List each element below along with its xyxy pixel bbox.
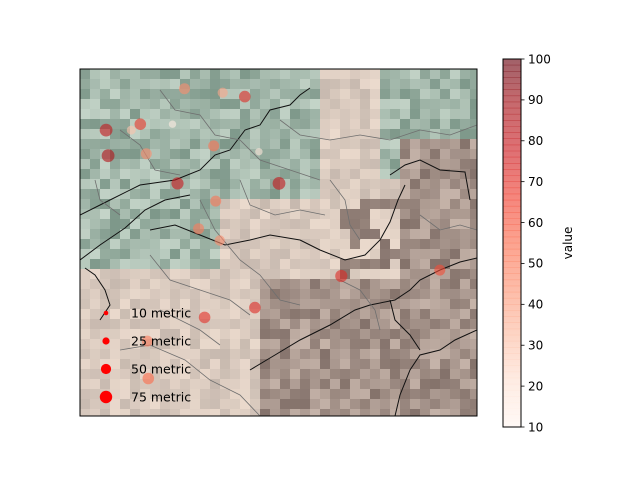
regional-boundary-0 bbox=[159, 89, 321, 181]
legend-marker-75 bbox=[99, 390, 113, 404]
terrain-raster bbox=[80, 69, 477, 416]
colorbar-tick-label-40: 40 bbox=[528, 298, 543, 312]
regional-boundary-2 bbox=[199, 199, 301, 306]
colorbar-ticks: 10 20 30 40 50 60 70 80 90 100 bbox=[521, 52, 551, 434]
data-point-20 bbox=[141, 335, 153, 347]
colorbar-frame bbox=[502, 58, 522, 428]
data-point-9 bbox=[208, 140, 220, 152]
data-point-2 bbox=[239, 90, 251, 103]
legend-marker-10 bbox=[103, 310, 109, 316]
data-points bbox=[99, 83, 446, 385]
colorbar-gradient bbox=[503, 59, 521, 427]
data-point-10 bbox=[255, 148, 263, 156]
data-point-7 bbox=[101, 149, 115, 163]
colorbar-tick-label-70: 70 bbox=[528, 175, 543, 189]
data-point-4 bbox=[134, 118, 147, 130]
colorbar-tick-label-60: 60 bbox=[528, 216, 543, 230]
national-boundary-7 bbox=[389, 299, 421, 351]
boundary-lines bbox=[80, 87, 477, 416]
data-point-19 bbox=[198, 311, 211, 324]
national-boundary-6 bbox=[84, 267, 111, 321]
colorbar-tick-label-20: 20 bbox=[528, 379, 543, 393]
national-boundary-8 bbox=[149, 224, 301, 246]
data-point-13 bbox=[210, 195, 222, 207]
regional-boundary-10 bbox=[239, 179, 326, 216]
data-point-21 bbox=[142, 372, 155, 385]
data-point-12 bbox=[272, 177, 286, 190]
data-point-8 bbox=[140, 148, 152, 160]
size-legend: 10 metric 25 metric 50 metric 75 metric bbox=[99, 306, 191, 405]
national-boundary-0 bbox=[80, 87, 311, 216]
map-panel[interactable]: 10 metric 25 metric 50 metric 75 metric bbox=[80, 69, 480, 419]
data-point-14 bbox=[193, 223, 205, 235]
data-point-16 bbox=[335, 269, 348, 283]
data-point-18 bbox=[249, 301, 261, 314]
national-boundary-5 bbox=[299, 184, 406, 261]
colorbar-tick-label-80: 80 bbox=[528, 134, 543, 148]
national-boundary-3 bbox=[389, 159, 471, 201]
regional-boundary-6 bbox=[279, 119, 477, 141]
colorbar-label: value bbox=[561, 227, 575, 260]
data-point-15 bbox=[214, 235, 225, 246]
regional-boundary-9 bbox=[94, 179, 121, 216]
colorbar-tick-label-30: 30 bbox=[528, 339, 543, 353]
data-point-0 bbox=[179, 83, 190, 95]
legend-marker-25 bbox=[102, 337, 110, 345]
regional-boundary-7 bbox=[339, 279, 381, 331]
colorbar-lines bbox=[503, 64, 521, 422]
legend-label-25: 25 metric bbox=[131, 334, 191, 349]
data-point-11 bbox=[171, 177, 184, 190]
data-point-5 bbox=[126, 125, 136, 135]
map-frame bbox=[79, 68, 478, 417]
colorbar-tick-label-10: 10 bbox=[528, 420, 543, 434]
colorbar-tick-label-100: 100 bbox=[528, 52, 551, 66]
colorbar-tick-label-90: 90 bbox=[528, 93, 543, 107]
regional-boundary-8 bbox=[419, 214, 477, 231]
national-boundary-1 bbox=[80, 194, 191, 261]
regional-boundary-3 bbox=[329, 179, 361, 241]
legend-label-50: 50 metric bbox=[131, 362, 191, 377]
data-point-1 bbox=[217, 87, 228, 98]
data-point-17 bbox=[434, 264, 446, 276]
colorbar: 10 20 30 40 50 60 70 80 90 100 value bbox=[502, 52, 575, 434]
data-point-3 bbox=[99, 123, 113, 137]
national-boundary-4 bbox=[394, 329, 477, 416]
regional-boundary-4 bbox=[149, 254, 251, 316]
regional-boundary-11 bbox=[159, 309, 221, 346]
legend-label-75: 75 metric bbox=[131, 390, 191, 405]
legend-label-10: 10 metric bbox=[131, 306, 191, 321]
colorbar-tick-label-50: 50 bbox=[528, 257, 543, 271]
legend-marker-50 bbox=[100, 363, 112, 375]
data-point-6 bbox=[168, 120, 177, 128]
